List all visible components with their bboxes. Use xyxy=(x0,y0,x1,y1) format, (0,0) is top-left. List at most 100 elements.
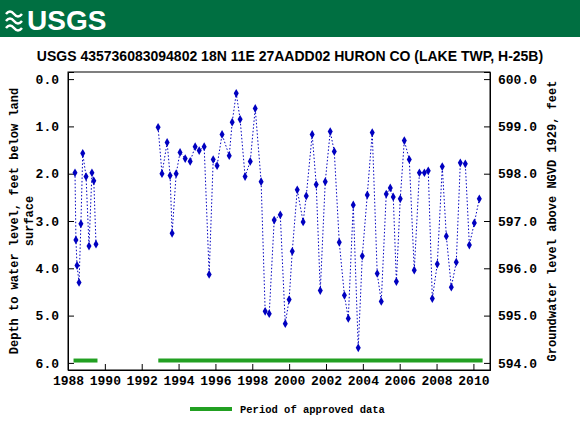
approved-period xyxy=(158,359,482,363)
data-point xyxy=(318,286,323,295)
tick-mark xyxy=(484,363,490,364)
tick-label: 595.0 xyxy=(498,309,537,324)
tick-mark xyxy=(68,221,74,222)
data-point xyxy=(407,155,412,164)
data-point xyxy=(467,241,472,250)
data-point xyxy=(351,201,356,210)
data-point xyxy=(426,166,431,175)
data-point xyxy=(454,258,459,267)
data-point xyxy=(295,185,300,194)
tick: 2004 xyxy=(348,364,379,389)
tick-label: 2004 xyxy=(348,374,379,389)
data-point xyxy=(384,190,389,199)
chart-svg: USGSUSGS 435736083094802 18N 11E 27AADD0… xyxy=(0,0,580,430)
y2-axis-title: Groundwater level above NGVD 1929, feet xyxy=(546,81,560,362)
data-point xyxy=(215,161,220,170)
data-point xyxy=(84,172,89,181)
tick: 5.0 xyxy=(36,309,74,324)
tick-label: 596.0 xyxy=(498,262,537,277)
data-point xyxy=(178,148,183,157)
tick-label: 4.0 xyxy=(36,262,60,277)
data-point xyxy=(356,343,361,352)
data-point xyxy=(337,238,342,247)
tick-mark xyxy=(484,126,490,127)
tick-mark xyxy=(68,268,74,269)
data-point xyxy=(170,229,175,238)
data-point xyxy=(78,219,83,228)
data-point xyxy=(360,252,365,261)
data-point xyxy=(174,169,179,178)
data-point xyxy=(238,115,243,124)
tick-mark xyxy=(68,363,74,364)
data-point xyxy=(272,216,277,225)
data-point xyxy=(168,171,173,180)
data-point xyxy=(207,270,212,279)
data-point xyxy=(444,232,449,241)
data-point xyxy=(243,172,248,181)
data-point xyxy=(388,184,393,193)
tick-label: 6.0 xyxy=(36,357,60,372)
tick-label: 598.0 xyxy=(498,167,537,182)
tick-label: 2000 xyxy=(274,374,305,389)
tick: 2006 xyxy=(385,364,416,389)
axis-line xyxy=(69,364,491,371)
data-point xyxy=(159,169,164,178)
chart-title: USGS 435736083094802 18N 11E 27AADD02 HU… xyxy=(37,48,543,64)
data-point xyxy=(73,236,78,245)
plot-frame xyxy=(68,72,490,370)
data-point xyxy=(391,193,396,202)
tick-mark xyxy=(252,364,253,370)
tick: 596.0 xyxy=(484,262,537,277)
tick-mark xyxy=(484,221,490,222)
tick-label: 2.0 xyxy=(36,167,60,182)
data-point xyxy=(263,307,268,316)
tick-mark xyxy=(437,364,438,370)
data-point xyxy=(230,118,235,127)
data-point xyxy=(449,283,454,292)
data-point xyxy=(417,168,422,177)
tick: 3.0 xyxy=(36,215,74,230)
tick: 594.0 xyxy=(484,357,537,372)
tick-label: 1998 xyxy=(237,374,268,389)
data-point xyxy=(234,89,239,98)
tick: 2008 xyxy=(421,364,452,389)
tick: 2.0 xyxy=(36,167,74,182)
tick: 1998 xyxy=(237,364,268,389)
data-line xyxy=(75,93,479,347)
data-point xyxy=(370,128,375,137)
data-point xyxy=(188,157,193,166)
tick: 2010 xyxy=(458,364,489,389)
tick-mark xyxy=(68,79,74,80)
tick-label: 5.0 xyxy=(36,309,60,324)
data-point xyxy=(193,142,198,151)
data-point xyxy=(394,277,399,286)
data-point xyxy=(365,191,370,200)
data-point xyxy=(72,168,77,177)
header-banner xyxy=(0,0,580,37)
tick-mark xyxy=(68,126,74,127)
tick-label: 1988 xyxy=(53,374,84,389)
tick-label: 2008 xyxy=(421,374,452,389)
tick-label: 2006 xyxy=(385,374,416,389)
tick-mark xyxy=(68,174,74,175)
data-point xyxy=(75,261,80,270)
tick: 6.0 xyxy=(36,357,74,372)
plot-area xyxy=(72,89,482,361)
data-point xyxy=(259,177,264,186)
y-axis: 0.01.02.03.04.05.06.0 xyxy=(36,73,74,372)
data-point xyxy=(342,291,347,300)
data-point xyxy=(287,295,292,304)
axis-line xyxy=(484,73,491,371)
tick-label: 597.0 xyxy=(498,215,537,230)
tick-mark xyxy=(179,364,180,370)
data-point xyxy=(398,194,403,203)
legend: Period of approved data xyxy=(190,404,386,416)
tick: 0.0 xyxy=(36,73,74,88)
data-point xyxy=(477,194,482,203)
data-point xyxy=(310,130,315,139)
tick-mark xyxy=(142,364,143,370)
tick-mark xyxy=(484,268,490,269)
data-point xyxy=(197,146,202,155)
y-axis-title: Depth to water level, feet below land xyxy=(8,88,22,354)
data-point xyxy=(430,294,435,303)
